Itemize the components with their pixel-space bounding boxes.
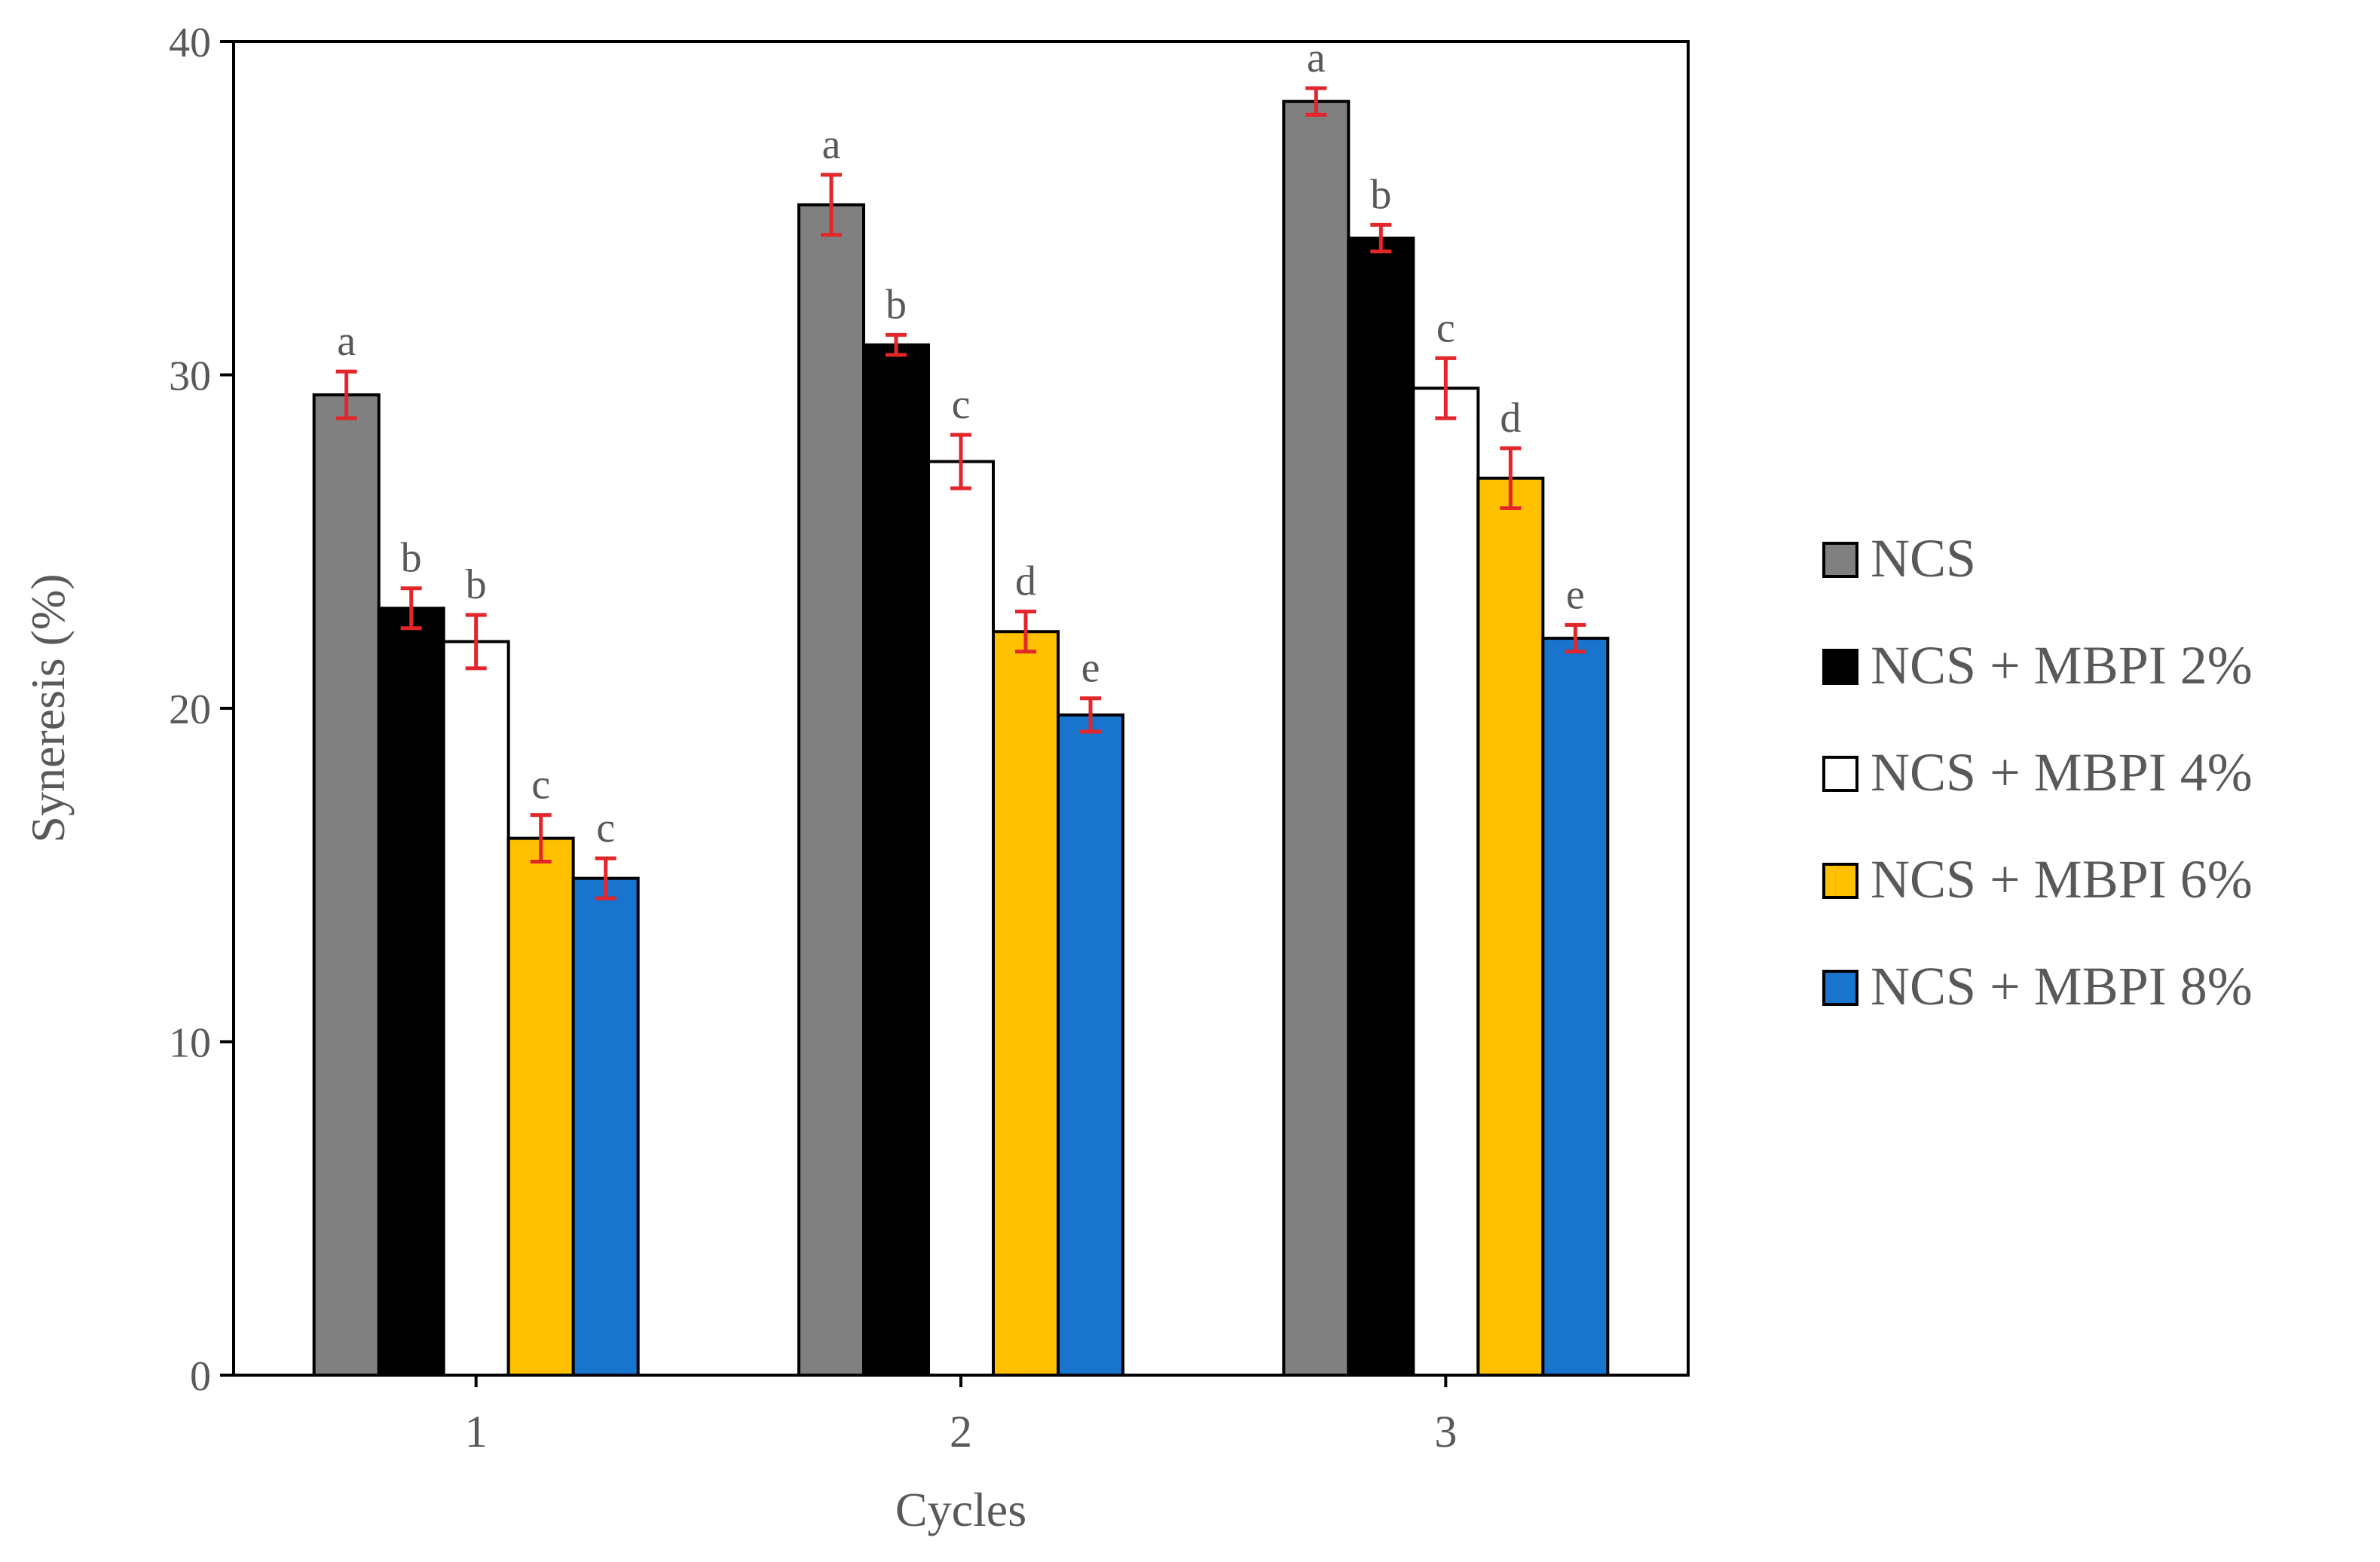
significance-letter: c bbox=[531, 762, 550, 809]
bar-1-1 bbox=[862, 343, 930, 1377]
x-tick-label: 1 bbox=[465, 1407, 488, 1457]
significance-letter: c bbox=[596, 805, 615, 851]
significance-letter: b bbox=[466, 561, 487, 608]
legend: NCS NCS + MBPI 2% NCS + MBPI 4% NCS + MBPI … bbox=[1822, 528, 2253, 1016]
significance-letter: d bbox=[1015, 558, 1036, 605]
significance-letter: e bbox=[1566, 571, 1585, 618]
bar-2-3 bbox=[1476, 476, 1545, 1377]
legend-swatch-4 bbox=[1822, 970, 1858, 1006]
significance-letter: a bbox=[822, 121, 841, 168]
significance-letter: a bbox=[1307, 35, 1326, 81]
significance-letter: b bbox=[1370, 171, 1391, 218]
y-axis: 0 10 20 30 40 bbox=[169, 20, 234, 1400]
y-tick-label: 20 bbox=[169, 686, 211, 733]
significance-letter: b bbox=[886, 281, 907, 328]
y-tick-label: 10 bbox=[169, 1020, 211, 1067]
bar-0-1 bbox=[377, 607, 445, 1377]
bar-1-0 bbox=[797, 203, 865, 1377]
significance-letter: a bbox=[337, 318, 356, 365]
y-axis-label: Syneresis (%) bbox=[21, 573, 75, 842]
bar-2-0 bbox=[1282, 99, 1351, 1377]
y-tick-label: 40 bbox=[169, 20, 211, 66]
x-tick-label: 2 bbox=[950, 1407, 972, 1457]
legend-swatch-0 bbox=[1822, 542, 1858, 578]
y-tick-label: 30 bbox=[169, 353, 211, 400]
bar-0-2 bbox=[442, 640, 510, 1377]
significance-letter: e bbox=[1081, 645, 1100, 692]
bar-0-3 bbox=[506, 836, 575, 1377]
legend-swatch-1 bbox=[1822, 649, 1858, 685]
bar-0-4 bbox=[571, 876, 640, 1377]
bar-1-4 bbox=[1057, 713, 1124, 1377]
x-tick-label: 3 bbox=[1434, 1407, 1457, 1457]
bar-0-0 bbox=[312, 393, 381, 1377]
legend-swatch-3 bbox=[1822, 863, 1858, 899]
legend-label: NCS + MBPI 8% bbox=[1871, 956, 2253, 1016]
legend-label: NCS bbox=[1871, 528, 1976, 588]
significance-letter: c bbox=[952, 381, 971, 428]
bar-2-2 bbox=[1412, 387, 1480, 1377]
bar-1-3 bbox=[992, 630, 1060, 1377]
bar-2-1 bbox=[1347, 237, 1415, 1377]
legend-swatch-2 bbox=[1822, 756, 1858, 792]
legend-label: NCS + MBPI 6% bbox=[1871, 849, 2253, 909]
y-tick-label: 0 bbox=[190, 1353, 211, 1400]
significance-letter: c bbox=[1436, 304, 1455, 351]
significance-letter: d bbox=[1500, 395, 1521, 442]
x-axis: 1 2 3 bbox=[465, 1375, 1457, 1457]
bar-1-2 bbox=[927, 460, 995, 1377]
bar-2-4 bbox=[1541, 637, 1610, 1377]
significance-letter: b bbox=[401, 535, 422, 582]
x-axis-label: Cycles bbox=[895, 1483, 1026, 1536]
legend-label: NCS + MBPI 4% bbox=[1871, 742, 2253, 802]
legend-label: NCS + MBPI 2% bbox=[1871, 635, 2253, 695]
